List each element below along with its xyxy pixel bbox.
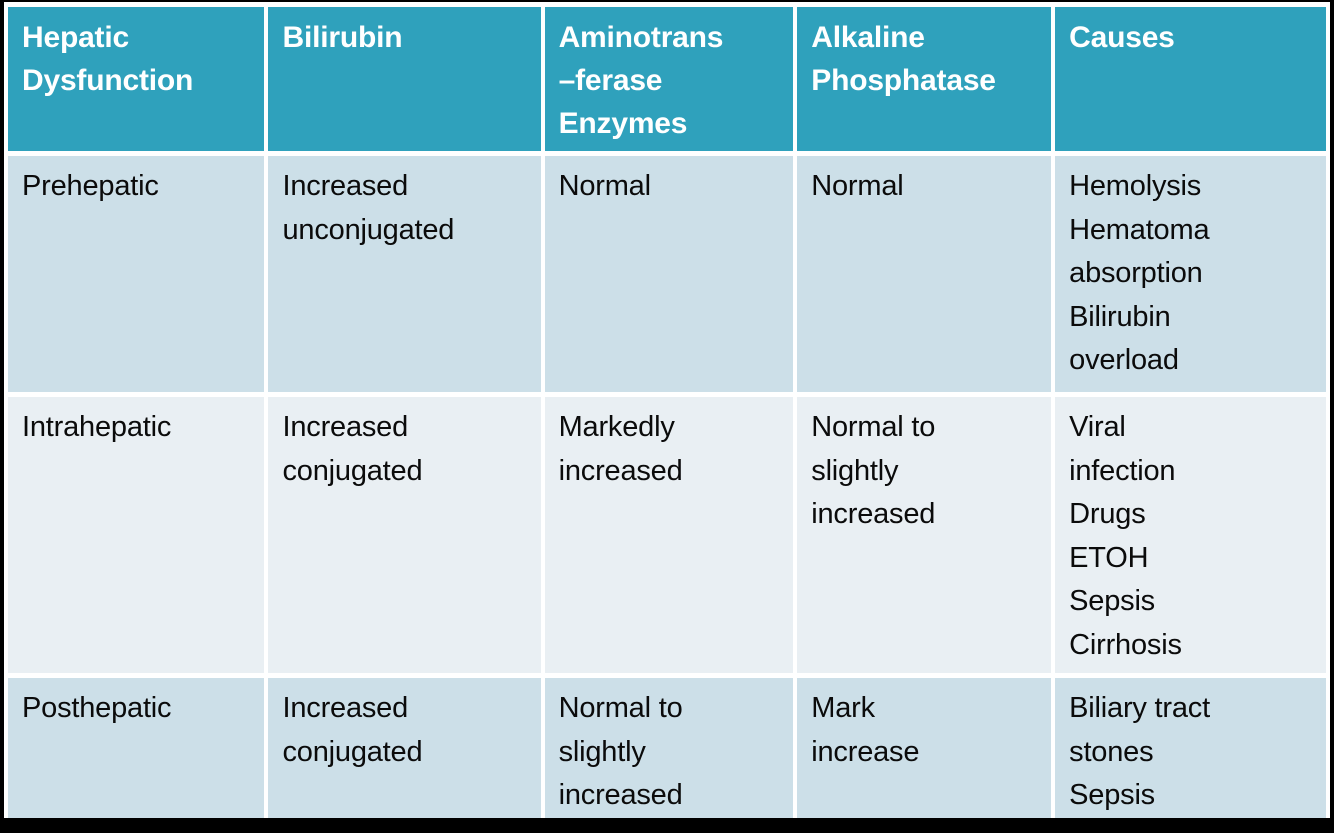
table-cell: Hemolysis Hematoma absorption Bilirubin … xyxy=(1055,156,1326,392)
hepatic-dysfunction-table: Hepatic Dysfunction Bilirubin Aminotrans… xyxy=(4,2,1330,818)
column-header-alkaline-phosphatase: Alkaline Phosphatase xyxy=(797,7,1052,151)
table-cell: Intrahepatic xyxy=(8,397,265,673)
column-header-bilirubin: Bilirubin xyxy=(268,7,541,151)
table-cell: Prehepatic xyxy=(8,156,265,392)
column-header-hepatic-dysfunction: Hepatic Dysfunction xyxy=(8,7,265,151)
table-cell: Increased conjugated xyxy=(268,397,541,673)
table-cell: Mark increase xyxy=(797,678,1052,818)
header-row: Hepatic Dysfunction Bilirubin Aminotrans… xyxy=(8,7,1326,151)
row-intrahepatic: Intrahepatic Increased conjugated Marked… xyxy=(8,397,1326,673)
table-cell: Markedly increased xyxy=(544,397,794,673)
column-header-aminotransferase-enzymes: Aminotrans –ferase Enzymes xyxy=(544,7,794,151)
table-cell: Normal to slightly increased xyxy=(544,678,794,818)
table-cell: Normal xyxy=(797,156,1052,392)
table-cell: Viral infection Drugs ETOH Sepsis Cirrho… xyxy=(1055,397,1326,673)
table-cell: Normal xyxy=(544,156,794,392)
table-cell: Posthepatic xyxy=(8,678,265,818)
row-prehepatic: Prehepatic Increased unconjugated Normal… xyxy=(8,156,1326,392)
table-cell: Biliary tract stones Sepsis xyxy=(1055,678,1326,818)
column-header-causes: Causes xyxy=(1055,7,1326,151)
table-cell: Increased conjugated xyxy=(268,678,541,818)
table-cell: Increased unconjugated xyxy=(268,156,541,392)
table-cell: Normal to slightly increased xyxy=(797,397,1052,673)
row-posthepatic: Posthepatic Increased conjugated Normal … xyxy=(8,678,1326,818)
